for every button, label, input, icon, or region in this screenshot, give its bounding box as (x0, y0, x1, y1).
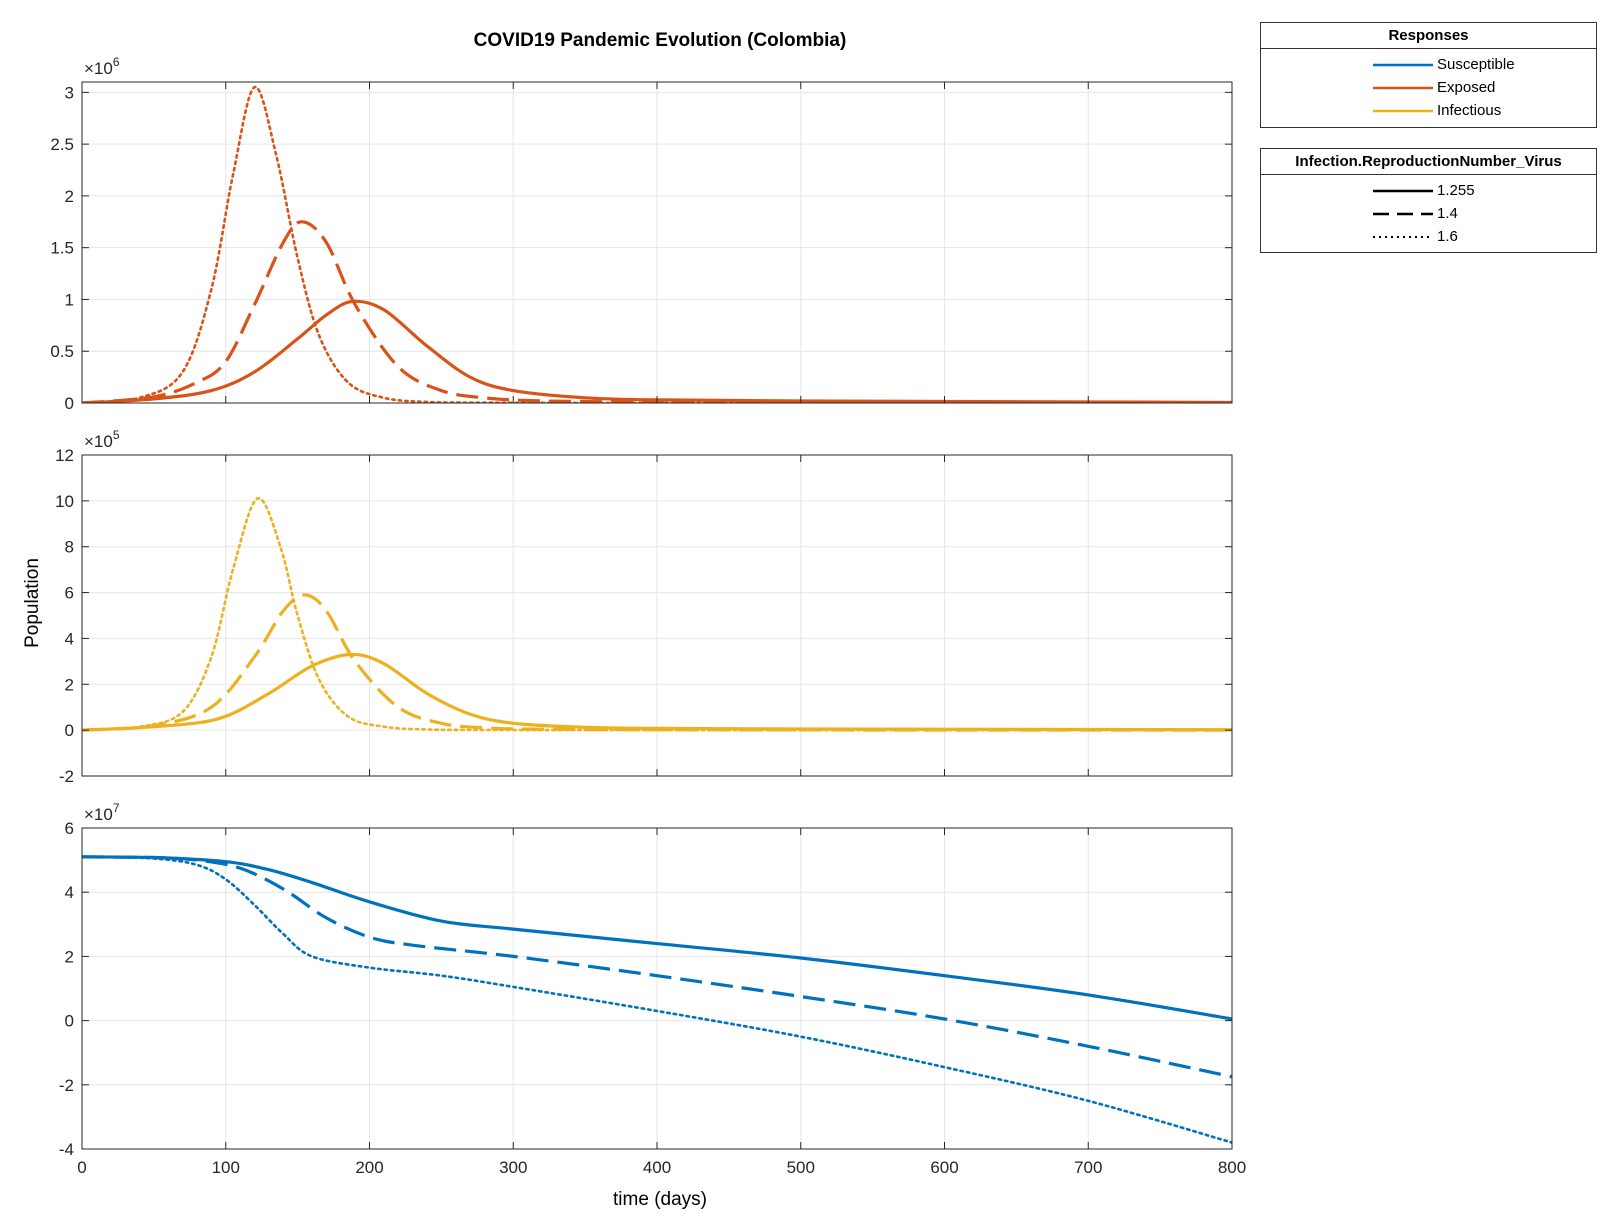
x-tick-label: 600 (930, 1158, 958, 1177)
y-tick-label: 4 (65, 629, 74, 648)
legend-entry: 1.4 (1261, 202, 1596, 225)
x-tick-label: 200 (355, 1158, 383, 1177)
x-axis-label: time (days) (613, 1189, 707, 1210)
x-tick-label: 800 (1218, 1158, 1246, 1177)
y-exponent-label: ×105 (84, 428, 120, 451)
panel-susceptible: -4 -2 0 2 4 6 ×107 0 100 200 300 400 500 600 700 800 (59, 801, 1246, 1177)
legend-entry: 1.6 (1261, 225, 1596, 248)
y-tick-label: 2 (65, 187, 74, 206)
y-exponent-power: 6 (113, 55, 120, 69)
chart-title: COVID19 Pandemic Evolution (Colombia) (474, 30, 847, 51)
y-tick-label: 1 (65, 290, 74, 309)
x-tick-label: 400 (643, 1158, 671, 1177)
legend-entry: 1.255 (1261, 179, 1596, 202)
legend-label: 1.255 (1437, 182, 1475, 199)
y-tick-label: 8 (65, 538, 74, 557)
legend-label: 1.6 (1437, 228, 1458, 245)
legend-entry: Susceptible (1261, 53, 1596, 76)
y-tick-label: 1.5 (50, 239, 74, 258)
legend-responses: Responses Susceptible Exposed Infectious (1260, 22, 1597, 128)
legend-swatch (1373, 212, 1433, 215)
x-tick-label: 700 (1074, 1158, 1102, 1177)
y-exponent-power: 7 (113, 801, 120, 815)
series-group (82, 497, 1232, 732)
y-exponent-power: 5 (113, 428, 120, 442)
y-tick-label: 10 (55, 492, 74, 511)
legend-entry: Infectious (1261, 99, 1596, 122)
legend-swatch (1373, 63, 1433, 66)
panel-infectious: -2 0 2 4 6 8 10 12 ×105 (55, 428, 1233, 786)
x-tick-label: 100 (212, 1158, 240, 1177)
y-tick-label: 0.5 (50, 342, 74, 361)
series-line-infectious-dotted (82, 497, 1232, 732)
legend-swatch (1373, 109, 1433, 112)
y-tick-label: 0 (65, 1012, 74, 1031)
legend-swatch (1373, 235, 1433, 238)
x-tick-label: 0 (77, 1158, 86, 1177)
y-exponent-label: ×107 (84, 801, 120, 824)
y-tick-label: 3 (65, 83, 74, 102)
series-line-susceptible-solid (82, 855, 1232, 1021)
legend-label: Exposed (1437, 79, 1496, 96)
legend-reproduction-number: Infection.ReproductionNumber_Virus 1.255… (1260, 148, 1597, 253)
y-tick-label: 0 (65, 721, 74, 740)
y-tick-label: 4 (65, 883, 74, 902)
y-tick-label: -2 (59, 767, 74, 786)
legend-responses-title: Responses (1261, 23, 1596, 49)
legend-entry: Exposed (1261, 76, 1596, 99)
x-tick-label: 300 (499, 1158, 527, 1177)
y-tick-label: 2 (65, 675, 74, 694)
y-tick-label: 2.5 (50, 135, 74, 154)
series-group (82, 855, 1232, 1144)
series-line-susceptible-dashed (82, 855, 1232, 1079)
y-tick-label: 2 (65, 947, 74, 966)
legend-label: Infectious (1437, 102, 1502, 119)
series-line-susceptible-dotted (82, 855, 1232, 1144)
y-axis-label: Population (22, 558, 43, 648)
y-exponent-label: ×106 (84, 55, 120, 78)
panel-exposed: 0 0.5 1 1.5 2 2.5 3 ×106 (50, 55, 1233, 413)
y-tick-label: -4 (59, 1140, 74, 1159)
legend-label: 1.4 (1437, 205, 1458, 222)
y-tick-label: 12 (55, 446, 74, 465)
legend-swatch (1373, 86, 1433, 89)
legend-r0-title: Infection.ReproductionNumber_Virus (1261, 149, 1596, 175)
x-tick-label: 500 (787, 1158, 815, 1177)
y-tick-label: 6 (65, 819, 74, 838)
legend-label: Susceptible (1437, 56, 1515, 73)
y-tick-label: -2 (59, 1076, 74, 1095)
legend-swatch (1373, 189, 1433, 192)
y-tick-label: 0 (65, 394, 74, 413)
y-tick-label: 6 (65, 584, 74, 603)
